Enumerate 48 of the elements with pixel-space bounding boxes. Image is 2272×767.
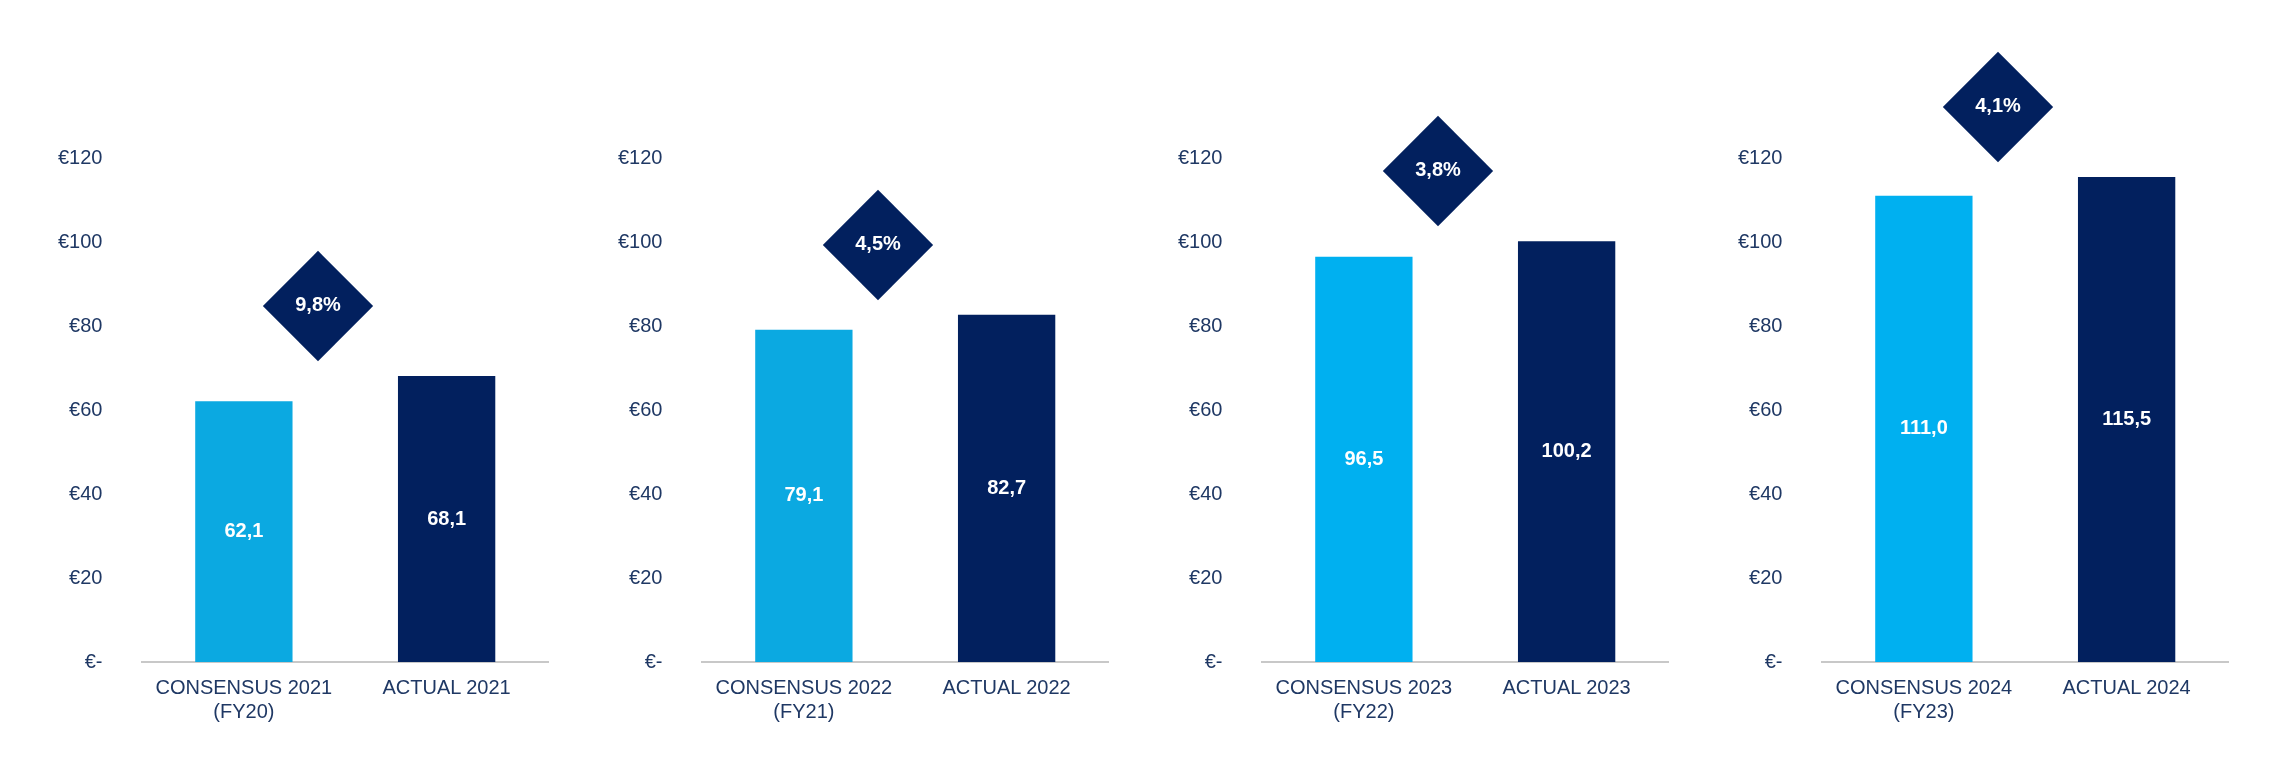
y-tick-label: €40 [629, 481, 663, 504]
x-tick-label: ACTUAL 2024 [2062, 675, 2191, 698]
y-tick-label: €60 [1189, 397, 1223, 420]
y-tick-label: €120 [57, 145, 103, 168]
y-tick-label: €40 [1749, 481, 1783, 504]
y-tick-label: €20 [629, 565, 663, 588]
y-tick-label: €100 [617, 229, 663, 252]
y-tick-label: €100 [1177, 229, 1223, 252]
data-label: 100,2 [1541, 439, 1592, 462]
y-tick-label: €120 [617, 145, 663, 168]
y-tick-label: €120 [1737, 145, 1783, 168]
y-tick-label: €40 [69, 481, 103, 504]
annotation: 3,8% [1414, 158, 1462, 182]
y-tick-label: €80 [1189, 313, 1223, 336]
y-tick-label: €80 [69, 313, 103, 336]
y-tick-label: €40 [1189, 481, 1223, 504]
x-tick-label: ACTUAL 2023 [1502, 675, 1631, 698]
y-tick-label: €100 [57, 229, 103, 252]
y-tick-label: €- [644, 649, 663, 672]
y-tick-label: €- [84, 649, 103, 672]
x-tick-label: CONSENSUS 2024 (FY23) [1835, 675, 2013, 722]
y-tick-label: €100 [1737, 229, 1783, 252]
data-label: 111,0 [1899, 416, 1948, 439]
y-tick-label: €60 [629, 397, 663, 420]
y-tick-label: €20 [1749, 565, 1783, 588]
y-tick-label: €- [1204, 649, 1223, 672]
y-tick-label: €20 [1189, 565, 1223, 588]
y-tick-label: €60 [69, 397, 103, 420]
data-label: 115,5 [2102, 406, 2152, 429]
y-tick-label: €80 [1749, 313, 1783, 336]
x-tick-label: ACTUAL 2021 [382, 675, 511, 698]
x-tick-label: CONSENSUS 2023 (FY22) [1275, 675, 1453, 722]
x-tick-label: CONSENSUS 2021 (FY20) [155, 675, 333, 722]
annotation: 9,8% [294, 292, 342, 316]
data-label: 82,7 [987, 475, 1027, 498]
x-tick-label: ACTUAL 2022 [942, 675, 1071, 698]
data-label: 79,1 [784, 483, 824, 506]
data-label: 96,5 [1344, 446, 1384, 469]
y-tick-label: €60 [1749, 397, 1783, 420]
y-tick-label: €80 [629, 313, 663, 336]
text: 4,1% [1974, 93, 2022, 117]
data-label: 62,1 [224, 519, 264, 542]
data-label: 68,1 [427, 506, 467, 529]
x-tick-label: CONSENSUS 2022 (FY21) [715, 675, 893, 722]
y-tick-label: €- [1764, 649, 1783, 672]
annotation: 4,5% [854, 231, 902, 255]
y-tick-label: €20 [69, 565, 103, 588]
y-tick-label: €120 [1177, 145, 1223, 168]
